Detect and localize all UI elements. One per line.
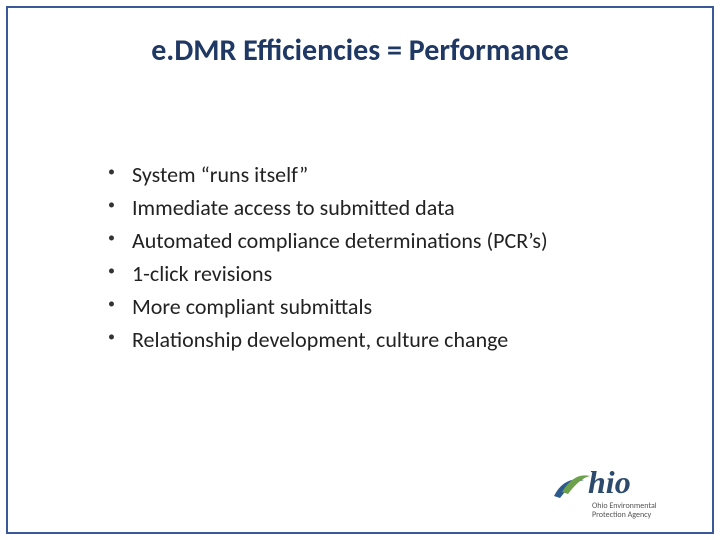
bullet-item: Immediate access to submitted data bbox=[108, 191, 548, 224]
logo-swoosh-green-icon bbox=[558, 470, 592, 498]
logo-subtext-line2: Protection Agency bbox=[592, 511, 657, 520]
bullet-item: System “runs itself” bbox=[108, 158, 548, 191]
bullet-item: 1-click revisions bbox=[108, 257, 548, 290]
slide-title: e.DMR Efficiencies = Performance bbox=[0, 32, 720, 69]
logo-subtext: Ohio Environmental Protection Agency bbox=[592, 502, 657, 520]
bullet-item: Automated compliance determinations (PCR… bbox=[108, 224, 548, 257]
bullet-item: More compliant submittals bbox=[108, 290, 548, 323]
ohio-epa-logo: hio Ohio Environmental Protection Agency bbox=[552, 464, 692, 522]
bullet-item: Relationship development, culture change bbox=[108, 323, 548, 356]
logo-brand-text: hio bbox=[588, 464, 631, 501]
bullet-list: System “runs itself” Immediate access to… bbox=[108, 158, 548, 356]
